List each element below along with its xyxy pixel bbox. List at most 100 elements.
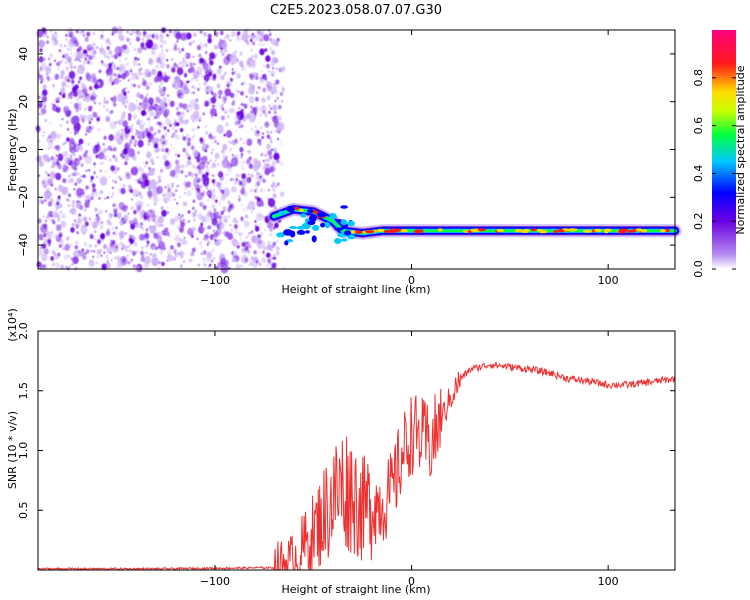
noise-blob bbox=[174, 119, 177, 123]
noise-blob bbox=[177, 251, 182, 258]
noise-blob bbox=[109, 121, 117, 130]
noise-blob bbox=[92, 92, 96, 97]
noise-blob bbox=[264, 228, 266, 231]
noise-blob bbox=[95, 154, 99, 159]
noise-blob bbox=[130, 33, 133, 36]
noise-blob bbox=[74, 219, 76, 222]
noise-blob bbox=[164, 160, 170, 167]
noise-blob bbox=[242, 219, 245, 223]
noise-blob bbox=[114, 256, 117, 260]
noise-blob bbox=[113, 77, 120, 85]
noise-blob bbox=[272, 147, 278, 154]
noise-blob bbox=[250, 111, 253, 114]
noise-blob bbox=[222, 144, 228, 151]
noise-blob bbox=[106, 74, 109, 77]
noise-blob bbox=[256, 181, 260, 186]
noise-blob bbox=[213, 183, 216, 187]
noise-blob bbox=[241, 165, 244, 168]
noise-blob bbox=[173, 198, 176, 201]
noise-blob bbox=[122, 44, 128, 50]
colorbar-gradient bbox=[712, 30, 736, 269]
spectrogram-x-label: Height of straight line (km) bbox=[281, 283, 430, 296]
noise-blob bbox=[247, 200, 256, 211]
noise-blob bbox=[218, 214, 221, 216]
noise-blob bbox=[142, 80, 147, 87]
noise-blob bbox=[141, 72, 144, 76]
noise-blob bbox=[229, 179, 232, 182]
noise-blob bbox=[54, 40, 59, 46]
noise-blob bbox=[275, 85, 278, 89]
noise-blob bbox=[56, 201, 60, 206]
noise-blob bbox=[66, 120, 69, 124]
noise-blob bbox=[76, 231, 79, 235]
noise-blob bbox=[119, 80, 122, 82]
noise-blob bbox=[116, 212, 122, 219]
signal-scatter bbox=[320, 222, 326, 228]
noise-blob bbox=[125, 172, 131, 180]
noise-blob bbox=[182, 147, 186, 153]
noise-blob bbox=[106, 55, 111, 60]
noise-blob bbox=[174, 253, 178, 258]
noise-blob bbox=[212, 236, 215, 240]
noise-blob bbox=[206, 243, 209, 246]
noise-blob bbox=[217, 185, 222, 191]
noise-blob bbox=[149, 110, 155, 117]
noise-blob bbox=[187, 227, 194, 236]
noise-blob bbox=[57, 252, 61, 257]
noise-blob bbox=[224, 110, 227, 114]
noise-blob bbox=[106, 155, 109, 158]
noise-blob bbox=[135, 140, 137, 143]
signal-scatter bbox=[334, 227, 344, 231]
noise-blob bbox=[129, 219, 133, 225]
noise-blob bbox=[111, 240, 116, 245]
noise-blob bbox=[66, 47, 70, 52]
noise-blob bbox=[204, 234, 209, 240]
noise-blob bbox=[210, 116, 213, 119]
noise-blob bbox=[178, 213, 180, 216]
noise-blob bbox=[160, 223, 163, 227]
noise-blob bbox=[252, 64, 255, 69]
noise-blob bbox=[229, 54, 238, 65]
noise-blob bbox=[270, 107, 273, 110]
noise-blob bbox=[38, 263, 44, 269]
noise-blob bbox=[137, 58, 140, 61]
noise-blob bbox=[124, 57, 128, 61]
noise-blob bbox=[85, 169, 88, 172]
noise-blob bbox=[81, 95, 84, 98]
noise-blob bbox=[65, 66, 69, 71]
noise-blob bbox=[181, 238, 187, 246]
noise-blob bbox=[75, 241, 79, 245]
noise-blob bbox=[155, 137, 159, 142]
noise-blob bbox=[206, 251, 213, 260]
noise-blob bbox=[250, 127, 254, 131]
chart-title: C2E5.2023.058.07.07.G30 bbox=[270, 3, 442, 18]
noise-blob bbox=[272, 174, 274, 177]
noise-blob bbox=[128, 102, 136, 112]
noise-blob bbox=[235, 89, 238, 92]
noise-blob bbox=[212, 189, 216, 194]
noise-blob bbox=[275, 185, 278, 188]
noise-blob bbox=[129, 238, 134, 245]
noise-blob bbox=[258, 43, 261, 46]
signal-peak bbox=[514, 229, 521, 233]
noise-blob bbox=[46, 73, 48, 76]
noise-blob bbox=[114, 180, 117, 184]
noise-blob bbox=[65, 38, 68, 41]
noise-blob bbox=[146, 129, 149, 134]
noise-blob bbox=[183, 201, 188, 207]
noise-blob bbox=[210, 193, 216, 201]
noise-blob bbox=[45, 176, 48, 179]
noise-blob bbox=[40, 224, 47, 234]
noise-blob bbox=[67, 204, 71, 208]
noise-blob bbox=[83, 216, 88, 222]
noise-blob bbox=[196, 165, 200, 170]
noise-blob bbox=[251, 55, 254, 58]
noise-blob bbox=[208, 265, 210, 268]
noise-blob bbox=[85, 125, 93, 134]
noise-blob bbox=[211, 53, 217, 60]
noise-blob bbox=[52, 262, 55, 265]
noise-blob bbox=[229, 92, 235, 99]
noise-blob bbox=[147, 217, 151, 222]
noise-blob bbox=[66, 236, 70, 241]
noise-blob bbox=[48, 62, 52, 67]
